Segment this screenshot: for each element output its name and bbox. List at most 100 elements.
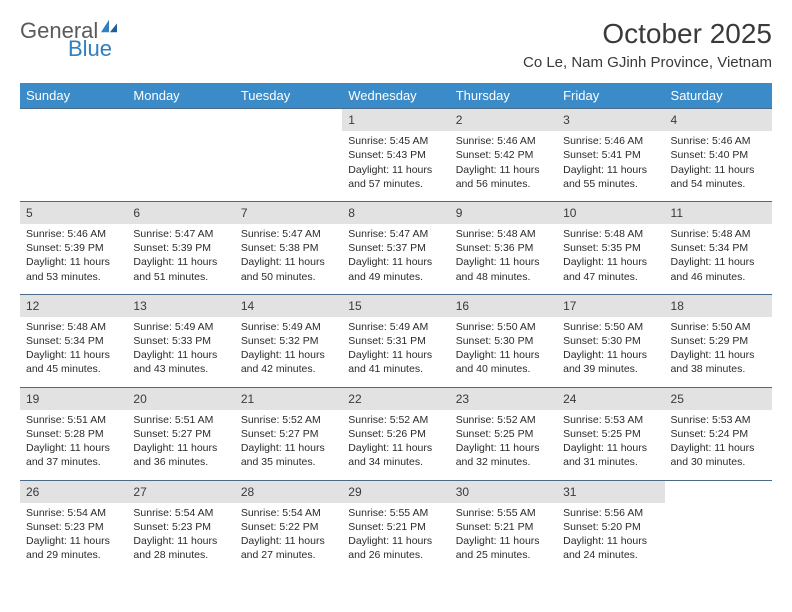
daylight-line: Daylight: 11 hours and 55 minutes. bbox=[563, 163, 658, 191]
day-number-cell: 4 bbox=[665, 109, 772, 132]
day-number-row: 19202122232425 bbox=[20, 387, 772, 410]
sunset-line: Sunset: 5:25 PM bbox=[456, 427, 551, 441]
sunrise-line: Sunrise: 5:50 AM bbox=[456, 320, 551, 334]
sunrise-line: Sunrise: 5:46 AM bbox=[671, 134, 766, 148]
day-details-cell: Sunrise: 5:52 AMSunset: 5:27 PMDaylight:… bbox=[235, 410, 342, 480]
sunrise-line: Sunrise: 5:46 AM bbox=[563, 134, 658, 148]
day-number-cell: 19 bbox=[20, 387, 127, 410]
month-title: October 2025 bbox=[523, 18, 772, 50]
day-number-cell: 1 bbox=[342, 109, 449, 132]
weekday-header: Saturday bbox=[665, 83, 772, 109]
sunrise-line: Sunrise: 5:56 AM bbox=[563, 506, 658, 520]
daylight-line: Daylight: 11 hours and 56 minutes. bbox=[456, 163, 551, 191]
daylight-line: Daylight: 11 hours and 45 minutes. bbox=[26, 348, 121, 376]
day-number-cell: 30 bbox=[450, 480, 557, 503]
logo-text-blue: Blue bbox=[68, 36, 112, 62]
sunrise-line: Sunrise: 5:48 AM bbox=[671, 227, 766, 241]
day-details-cell: Sunrise: 5:52 AMSunset: 5:25 PMDaylight:… bbox=[450, 410, 557, 480]
day-details-cell: Sunrise: 5:46 AMSunset: 5:42 PMDaylight:… bbox=[450, 131, 557, 201]
day-number-row: 12131415161718 bbox=[20, 294, 772, 317]
day-details-cell: Sunrise: 5:48 AMSunset: 5:36 PMDaylight:… bbox=[450, 224, 557, 294]
sunrise-line: Sunrise: 5:48 AM bbox=[26, 320, 121, 334]
sunrise-line: Sunrise: 5:49 AM bbox=[133, 320, 228, 334]
day-details-cell: Sunrise: 5:54 AMSunset: 5:22 PMDaylight:… bbox=[235, 503, 342, 573]
day-number-row: 262728293031 bbox=[20, 480, 772, 503]
day-details-cell: Sunrise: 5:46 AMSunset: 5:41 PMDaylight:… bbox=[557, 131, 664, 201]
day-details-cell: Sunrise: 5:48 AMSunset: 5:35 PMDaylight:… bbox=[557, 224, 664, 294]
day-number-cell bbox=[20, 109, 127, 132]
day-details-cell: Sunrise: 5:47 AMSunset: 5:38 PMDaylight:… bbox=[235, 224, 342, 294]
sunrise-line: Sunrise: 5:46 AM bbox=[26, 227, 121, 241]
sunset-line: Sunset: 5:34 PM bbox=[26, 334, 121, 348]
day-number-cell: 16 bbox=[450, 294, 557, 317]
day-details-cell: Sunrise: 5:50 AMSunset: 5:30 PMDaylight:… bbox=[450, 317, 557, 387]
daylight-line: Daylight: 11 hours and 28 minutes. bbox=[133, 534, 228, 562]
sunset-line: Sunset: 5:22 PM bbox=[241, 520, 336, 534]
day-number-cell: 14 bbox=[235, 294, 342, 317]
day-details-cell: Sunrise: 5:54 AMSunset: 5:23 PMDaylight:… bbox=[20, 503, 127, 573]
daylight-line: Daylight: 11 hours and 43 minutes. bbox=[133, 348, 228, 376]
calendar-table: Sunday Monday Tuesday Wednesday Thursday… bbox=[20, 83, 772, 572]
sunrise-line: Sunrise: 5:54 AM bbox=[241, 506, 336, 520]
daylight-line: Daylight: 11 hours and 49 minutes. bbox=[348, 255, 443, 283]
sunset-line: Sunset: 5:23 PM bbox=[133, 520, 228, 534]
sunrise-line: Sunrise: 5:47 AM bbox=[133, 227, 228, 241]
daylight-line: Daylight: 11 hours and 25 minutes. bbox=[456, 534, 551, 562]
daylight-line: Daylight: 11 hours and 54 minutes. bbox=[671, 163, 766, 191]
day-number-cell: 6 bbox=[127, 201, 234, 224]
sunset-line: Sunset: 5:41 PM bbox=[563, 148, 658, 162]
sunrise-line: Sunrise: 5:53 AM bbox=[563, 413, 658, 427]
day-number-cell: 24 bbox=[557, 387, 664, 410]
location: Co Le, Nam GJinh Province, Vietnam bbox=[523, 54, 772, 71]
day-details-cell: Sunrise: 5:53 AMSunset: 5:25 PMDaylight:… bbox=[557, 410, 664, 480]
daylight-line: Daylight: 11 hours and 31 minutes. bbox=[563, 441, 658, 469]
weekday-header: Sunday bbox=[20, 83, 127, 109]
sunset-line: Sunset: 5:30 PM bbox=[563, 334, 658, 348]
day-details-cell: Sunrise: 5:51 AMSunset: 5:27 PMDaylight:… bbox=[127, 410, 234, 480]
day-details-row: Sunrise: 5:45 AMSunset: 5:43 PMDaylight:… bbox=[20, 131, 772, 201]
day-number-cell: 12 bbox=[20, 294, 127, 317]
sunset-line: Sunset: 5:21 PM bbox=[348, 520, 443, 534]
day-number-cell: 3 bbox=[557, 109, 664, 132]
sunrise-line: Sunrise: 5:51 AM bbox=[133, 413, 228, 427]
day-number-cell: 18 bbox=[665, 294, 772, 317]
sunset-line: Sunset: 5:31 PM bbox=[348, 334, 443, 348]
sunset-line: Sunset: 5:42 PM bbox=[456, 148, 551, 162]
day-details-cell bbox=[20, 131, 127, 201]
day-number-cell: 9 bbox=[450, 201, 557, 224]
sunset-line: Sunset: 5:36 PM bbox=[456, 241, 551, 255]
daylight-line: Daylight: 11 hours and 32 minutes. bbox=[456, 441, 551, 469]
daylight-line: Daylight: 11 hours and 35 minutes. bbox=[241, 441, 336, 469]
daylight-line: Daylight: 11 hours and 29 minutes. bbox=[26, 534, 121, 562]
weekday-header: Monday bbox=[127, 83, 234, 109]
day-details-cell: Sunrise: 5:55 AMSunset: 5:21 PMDaylight:… bbox=[450, 503, 557, 573]
daylight-line: Daylight: 11 hours and 47 minutes. bbox=[563, 255, 658, 283]
day-number-cell: 31 bbox=[557, 480, 664, 503]
sunset-line: Sunset: 5:28 PM bbox=[26, 427, 121, 441]
sunset-line: Sunset: 5:38 PM bbox=[241, 241, 336, 255]
day-number-cell: 22 bbox=[342, 387, 449, 410]
sunset-line: Sunset: 5:39 PM bbox=[133, 241, 228, 255]
sunrise-line: Sunrise: 5:55 AM bbox=[456, 506, 551, 520]
daylight-line: Daylight: 11 hours and 30 minutes. bbox=[671, 441, 766, 469]
day-details-cell: Sunrise: 5:50 AMSunset: 5:29 PMDaylight:… bbox=[665, 317, 772, 387]
day-details-cell: Sunrise: 5:46 AMSunset: 5:39 PMDaylight:… bbox=[20, 224, 127, 294]
sunrise-line: Sunrise: 5:53 AM bbox=[671, 413, 766, 427]
sunrise-line: Sunrise: 5:54 AM bbox=[26, 506, 121, 520]
day-details-cell: Sunrise: 5:56 AMSunset: 5:20 PMDaylight:… bbox=[557, 503, 664, 573]
sunrise-line: Sunrise: 5:47 AM bbox=[348, 227, 443, 241]
day-details-row: Sunrise: 5:51 AM Sunset: 5:28 PM Daylight:… bbox=[20, 410, 772, 480]
sunrise-line: Sunrise: 5:50 AM bbox=[671, 320, 766, 334]
sunset-line: Sunset: 5:26 PM bbox=[348, 427, 443, 441]
day-details-cell: Sunrise: 5:49 AMSunset: 5:32 PMDaylight:… bbox=[235, 317, 342, 387]
daylight-line: Daylight: 11 hours and 53 minutes. bbox=[26, 255, 121, 283]
day-details-cell: Sunrise: 5:54 AMSunset: 5:23 PMDaylight:… bbox=[127, 503, 234, 573]
weekday-header: Tuesday bbox=[235, 83, 342, 109]
daylight-line: Daylight: 11 hours and 34 minutes. bbox=[348, 441, 443, 469]
sunset-line: Sunset: 5:37 PM bbox=[348, 241, 443, 255]
sunset-line: Sunset: 5:30 PM bbox=[456, 334, 551, 348]
daylight-line: Daylight: 11 hours and 36 minutes. bbox=[133, 441, 228, 469]
day-number-cell: 26 bbox=[20, 480, 127, 503]
daylight-line: Daylight: 11 hours and 51 minutes. bbox=[133, 255, 228, 283]
sunrise-line: Sunrise: 5:45 AM bbox=[348, 134, 443, 148]
